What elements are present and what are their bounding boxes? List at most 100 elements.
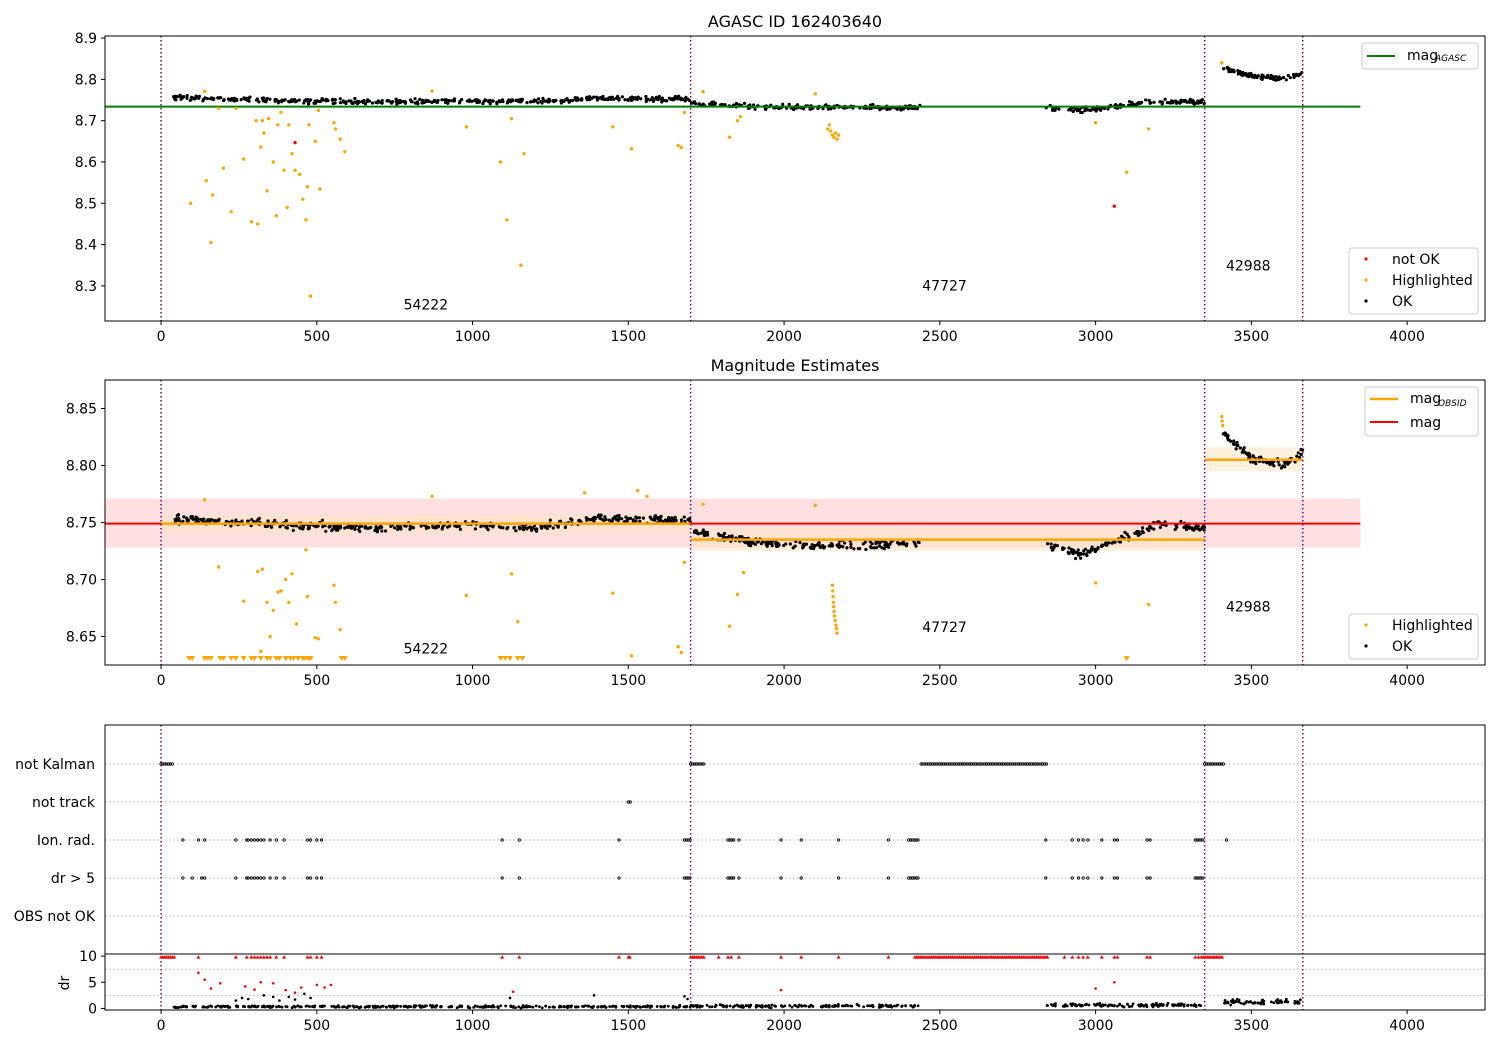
ok-point: [906, 107, 911, 111]
ok-point: [246, 519, 250, 523]
ok-point: [486, 99, 490, 103]
legend-marker-ok: [1364, 299, 1368, 303]
highlighted-point: [727, 624, 732, 628]
clipped-highlighted-marker: [514, 656, 521, 661]
magnitude-estimates-panel: Magnitude Estimates 54222 47727 42988 8.65…: [66, 356, 1486, 689]
dr-point: [832, 1005, 836, 1008]
highlighted-point: [332, 583, 336, 587]
saturated-dr-marker: [1196, 955, 1201, 959]
ok-point: [1107, 541, 1111, 545]
ok-point: [1144, 98, 1148, 102]
y-tick-label: 8.70: [66, 573, 97, 589]
highlighted-point: [836, 133, 841, 137]
flag-marker: [1197, 876, 1201, 880]
dr-point: [333, 1005, 337, 1009]
dr-point: [551, 1005, 555, 1009]
clipped-highlighted-marker: [240, 656, 247, 661]
saturated-dr-marker: [886, 955, 891, 959]
dr-point: [1239, 1001, 1243, 1005]
ok-point: [813, 544, 817, 548]
ok-point: [764, 540, 768, 544]
ok-point: [373, 528, 377, 533]
ok-point: [727, 534, 731, 538]
dr-point: [1242, 1002, 1246, 1006]
ok-point: [703, 530, 707, 534]
dr-point: [1154, 1003, 1158, 1007]
ok-point: [202, 517, 206, 521]
ok-point: [483, 98, 487, 102]
dr-red-point: [209, 987, 213, 990]
ok-point: [230, 519, 234, 523]
ok-point: [279, 100, 284, 104]
ok-point: [1253, 460, 1257, 464]
dr-red-point: [203, 978, 206, 981]
ok-point: [900, 541, 904, 545]
ok-point: [623, 98, 627, 102]
highlighted-point: [283, 577, 288, 582]
dr-point: [868, 1004, 871, 1008]
dr-point: [1063, 1004, 1067, 1007]
ok-point: [535, 527, 539, 531]
ok-point: [1282, 464, 1286, 468]
ok-point: [753, 107, 757, 111]
dr-point: [671, 1005, 675, 1008]
ok-point: [224, 519, 228, 524]
ok-point: [473, 527, 477, 531]
ok-point: [443, 100, 447, 104]
ok-point: [269, 525, 274, 529]
highlighted-point: [333, 600, 338, 604]
dr-point: [614, 1005, 618, 1009]
ok-point: [620, 95, 624, 99]
dr-point: [284, 1005, 288, 1008]
saturated-dr-marker: [1193, 955, 1198, 959]
highlighted-point: [832, 135, 836, 139]
dr-point: [292, 1004, 296, 1008]
dr-point: [1150, 1003, 1154, 1007]
dr-point: [476, 1005, 479, 1008]
ok-point: [389, 524, 393, 528]
ok-point: [801, 543, 805, 547]
dr-point: [308, 1005, 312, 1009]
flag-marker: [702, 762, 706, 766]
ok-point: [1227, 438, 1231, 442]
flag-marker: [968, 762, 972, 766]
dr-point: [547, 1005, 551, 1009]
obsid-label: 54222: [404, 297, 449, 313]
saturated-dr-marker: [255, 955, 260, 959]
ok-point: [374, 526, 378, 530]
dr-point: [271, 995, 275, 999]
ok-point: [662, 98, 666, 102]
ok-point: [353, 96, 357, 101]
flag-marker: [932, 762, 936, 766]
dr-point: [275, 1005, 278, 1009]
ok-point: [885, 543, 890, 547]
ok-point: [1113, 540, 1117, 544]
flag-marker: [256, 838, 260, 842]
highlighted-point: [276, 123, 280, 127]
ok-point: [1138, 101, 1142, 105]
dr-point: [880, 1003, 884, 1007]
dr-point: [447, 1005, 451, 1009]
ok-point: [430, 100, 434, 104]
dr-point: [534, 1004, 538, 1008]
saturated-dr-marker: [1070, 955, 1075, 959]
flag-marker: [1027, 762, 1032, 766]
ok-point: [660, 96, 664, 100]
flag-marker: [938, 762, 942, 766]
ok-point: [1249, 71, 1253, 76]
flags-panel: not Kalman not track Ion. rad. dr > 5 OBS no…: [14, 724, 1486, 1034]
highlighted-point: [676, 143, 680, 148]
x-tick-label: 3000: [1078, 1018, 1114, 1034]
flag-marker: [908, 838, 913, 842]
dr-point: [862, 1005, 866, 1009]
ok-point: [592, 95, 596, 99]
dr-point: [692, 1004, 696, 1008]
saturated-dr-marker: [517, 955, 522, 959]
ok-point: [420, 98, 425, 102]
ok-point: [226, 97, 231, 101]
ok-point: [284, 525, 288, 529]
ok-point: [505, 527, 509, 531]
flag-marker: [998, 762, 1002, 766]
flag-marker: [245, 876, 249, 880]
ok-point: [634, 519, 638, 523]
